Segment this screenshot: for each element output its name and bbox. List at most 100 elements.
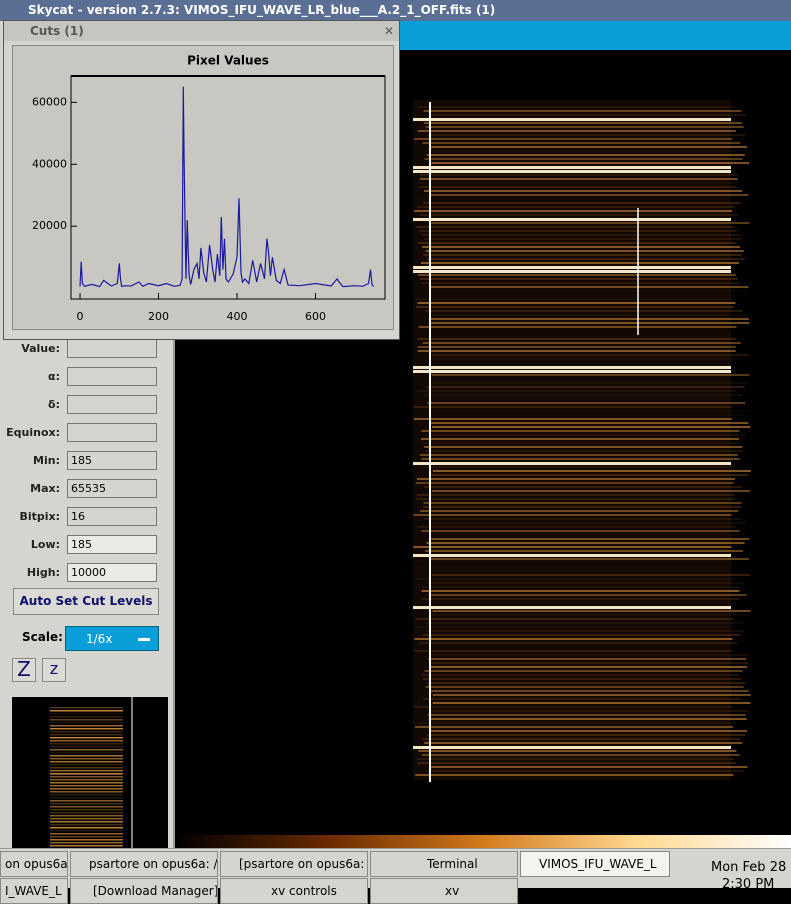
spectrum-stripe <box>423 254 742 256</box>
task-button[interactable]: psartore on opus6a: /h <box>70 851 218 877</box>
spectrum-stripe <box>423 502 742 504</box>
task-button[interactable]: xv <box>370 878 518 904</box>
zoom-in-button[interactable]: Z <box>12 658 36 682</box>
spectrum-stripe <box>431 362 749 364</box>
field-entry <box>67 367 157 386</box>
spectrum-stripe <box>413 334 732 336</box>
thumbnail <box>12 697 168 848</box>
task-button[interactable]: I_WAVE_L <box>0 878 68 904</box>
spectrum-stripe <box>425 630 744 632</box>
spectrum-stripe <box>413 166 731 169</box>
spectrum-stripe <box>432 382 751 384</box>
spectrum-stripe <box>423 238 742 240</box>
spectrum-stripe <box>418 186 737 188</box>
x-tick-label: 0 <box>77 310 84 323</box>
spectrum-stripe <box>414 706 733 708</box>
spectrum-stripe <box>417 722 736 724</box>
thumb-stripe <box>50 773 123 775</box>
spectrum-stripe <box>413 406 732 408</box>
spectrum-stripe <box>415 482 734 484</box>
spectrum-stripe <box>413 606 731 609</box>
spectrum-stripe <box>413 746 731 749</box>
spectrum-stripe <box>431 574 750 576</box>
spectrum-stripe <box>426 154 745 156</box>
thumb-stripe <box>50 788 123 790</box>
spectrum-stripe <box>428 398 746 400</box>
spectrum-stripe <box>430 422 749 424</box>
histogram-plot: Pixel Values 20000 40000 60000 0 200 400 600 <box>12 45 394 330</box>
spectrum-stripe <box>432 470 751 472</box>
spectrum-stripe <box>413 270 731 273</box>
thumb-stripe <box>50 836 123 838</box>
chart-title: Pixel Values <box>187 54 269 68</box>
spectrum-stripe <box>415 566 734 568</box>
spectrum-stripe <box>413 514 732 516</box>
spectrum-stripe <box>422 678 741 680</box>
field-value: 65535 <box>71 482 106 495</box>
thumb-stripe <box>50 833 123 835</box>
task-button[interactable]: [psartore on opus6a: / <box>220 851 368 877</box>
thumb-stripe <box>50 803 123 805</box>
thumb-stripe <box>50 746 123 748</box>
thumb-stripe <box>50 827 123 829</box>
spectrum-stripe <box>416 562 734 564</box>
spectrum-stripe <box>413 366 731 369</box>
spectrum-stripe <box>428 534 747 536</box>
spectrum-stripe <box>430 710 749 712</box>
thumb-stripe <box>50 737 123 739</box>
task-button[interactable]: xv controls <box>220 878 368 904</box>
histogram-line <box>79 86 375 288</box>
field-value: 16 <box>71 510 85 523</box>
spectrum-stripe <box>417 526 736 528</box>
spectrum-stripe <box>421 674 740 676</box>
zoom-out-button[interactable]: z <box>42 658 66 682</box>
spectrum-stripe <box>424 190 743 192</box>
spectrum-stripe <box>415 618 734 620</box>
spectrum-stripe <box>419 178 738 180</box>
spectrum-stripe <box>427 522 746 524</box>
thumb-stripe <box>50 725 123 727</box>
spectrum-stripe <box>432 702 751 704</box>
spectrum-stripe <box>417 338 736 340</box>
task-button[interactable]: on opus6a: / <box>0 851 68 877</box>
spectrum-stripe <box>413 462 731 465</box>
spectrum-stripe <box>421 738 740 740</box>
thumb-stripe <box>50 707 123 709</box>
menu-indicator <box>138 638 150 641</box>
spectrum-stripe <box>418 330 736 332</box>
clock-date: Mon Feb 28 <box>711 860 787 875</box>
spectrum-stripe <box>420 438 739 440</box>
field-value: 10000 <box>71 566 106 579</box>
spectrum-stripe <box>422 358 741 360</box>
spectrum-stripe <box>420 262 739 264</box>
spectrum-stripe <box>416 478 735 480</box>
spectrum-stripe <box>430 690 749 692</box>
spectrum-stripe <box>413 170 731 173</box>
scale-menu[interactable]: 1/6x <box>65 626 159 651</box>
spectrum-stripe <box>421 530 740 532</box>
task-button[interactable]: Terminal <box>370 851 518 877</box>
spectrum-stripe <box>432 610 751 612</box>
close-button[interactable]: ✕ <box>383 24 394 38</box>
spectrum-stripe <box>417 302 736 304</box>
thumb-stripe <box>50 779 123 781</box>
spectrum-stripe <box>425 622 744 624</box>
spectrum-stripe <box>431 222 750 224</box>
thumb-stripe <box>50 722 123 724</box>
thumb-stripe <box>50 719 123 721</box>
plot-frame <box>70 75 386 300</box>
auto-cut-button[interactable]: Auto Set Cut Levels <box>13 588 159 615</box>
thumb-stripe <box>50 761 123 763</box>
spectrum-stripe <box>424 486 743 488</box>
menu-strip <box>400 21 791 50</box>
spectrum-stripe <box>413 418 732 420</box>
field-value: 185 <box>71 454 92 467</box>
thumb-stripe <box>50 818 123 820</box>
task-button-active[interactable]: VIMOS_IFU_WAVE_L <box>520 851 670 877</box>
thumb-stripe <box>50 824 123 826</box>
task-button[interactable]: [Download Manager] <box>70 878 218 904</box>
spectrum-stripe <box>422 634 741 636</box>
spectrum-stripe <box>421 754 740 756</box>
spectrum-stripe <box>420 510 739 512</box>
spectrum-stripe <box>418 326 737 328</box>
